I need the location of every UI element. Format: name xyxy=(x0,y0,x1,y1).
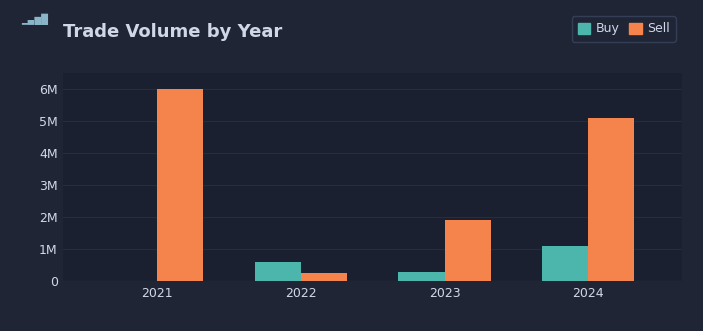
Bar xyxy=(157,89,203,281)
Bar xyxy=(444,220,491,281)
Text: Trade Volume by Year: Trade Volume by Year xyxy=(63,23,283,41)
Bar xyxy=(588,118,634,281)
Bar xyxy=(254,262,301,281)
Bar xyxy=(399,272,444,281)
Bar xyxy=(542,246,588,281)
Bar xyxy=(301,273,347,281)
Text: ▁▃▅▇: ▁▃▅▇ xyxy=(21,13,48,24)
Legend: Buy, Sell: Buy, Sell xyxy=(572,16,676,42)
